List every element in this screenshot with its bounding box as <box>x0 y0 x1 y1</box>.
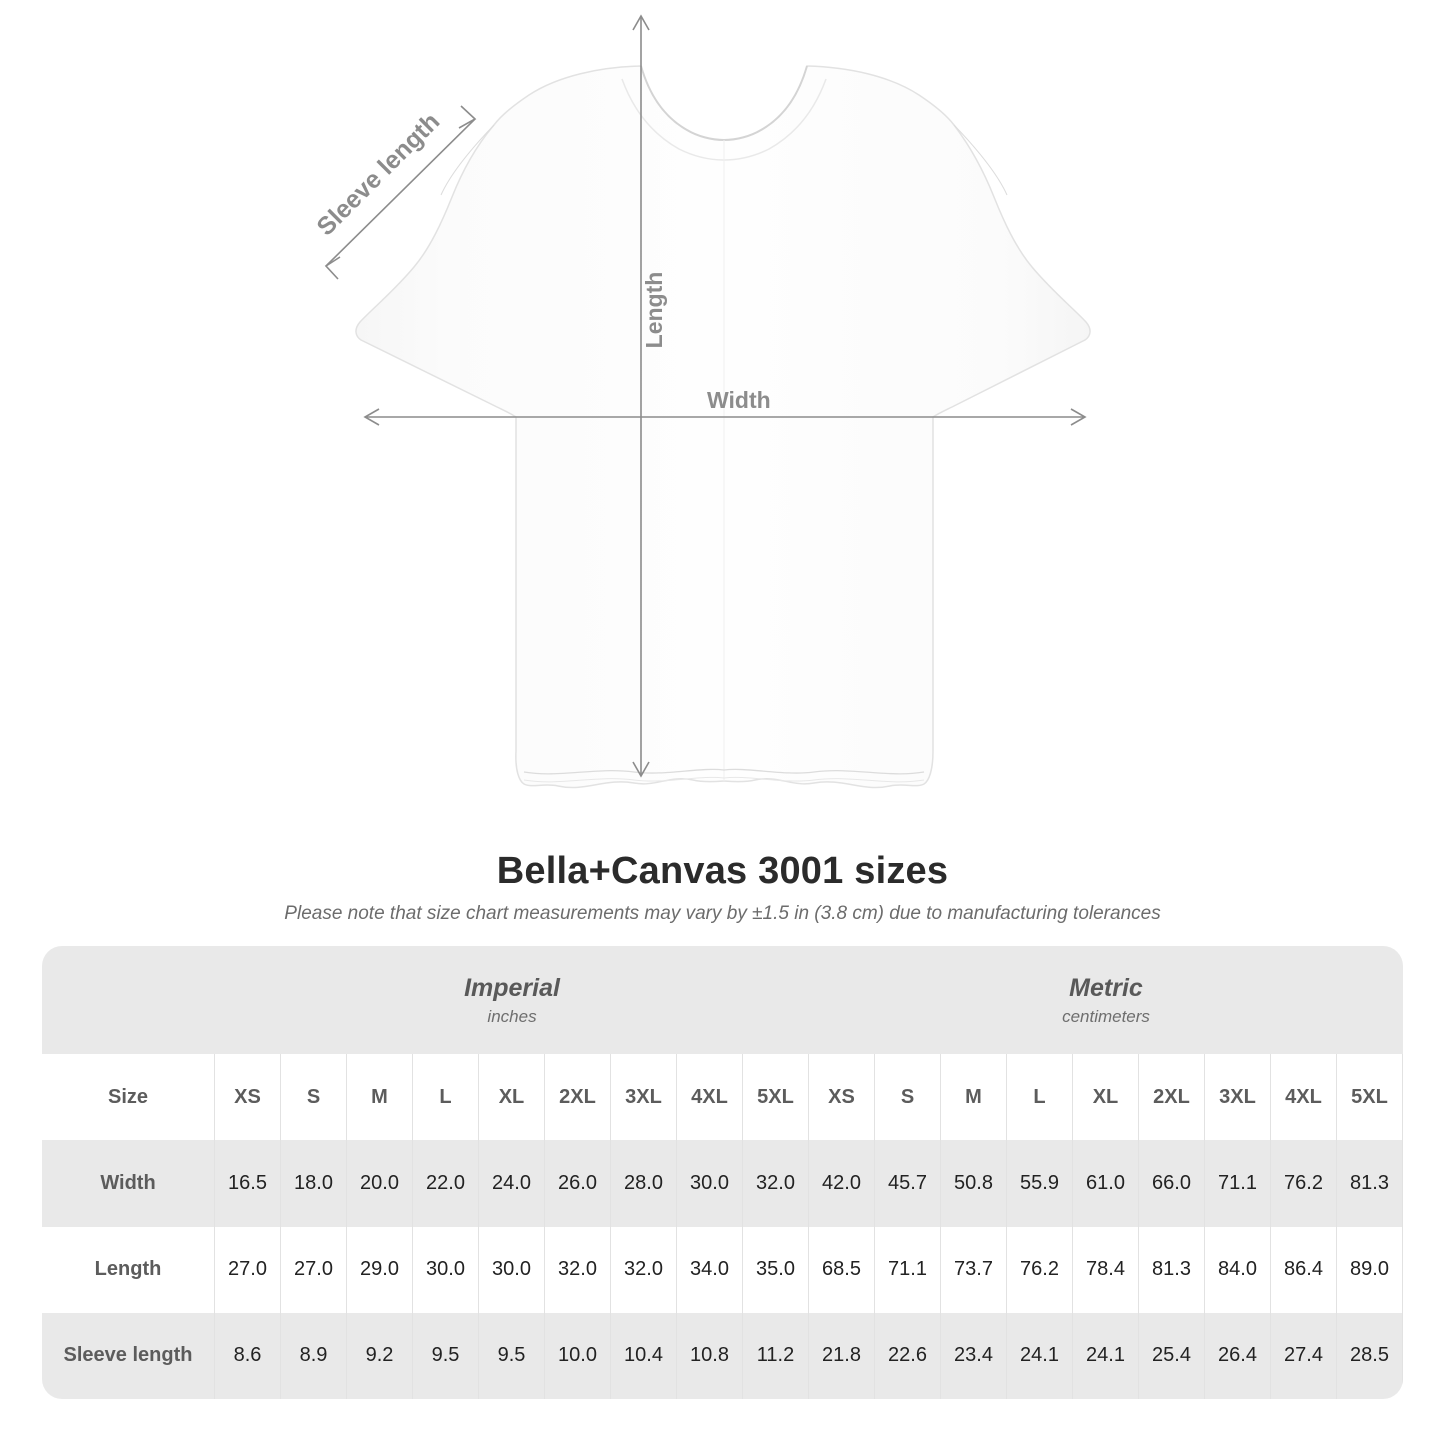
svg-text:Width: Width <box>707 387 771 413</box>
svg-text:Sleeve length: Sleeve length <box>311 107 445 241</box>
svg-text:Length: Length <box>641 272 667 349</box>
